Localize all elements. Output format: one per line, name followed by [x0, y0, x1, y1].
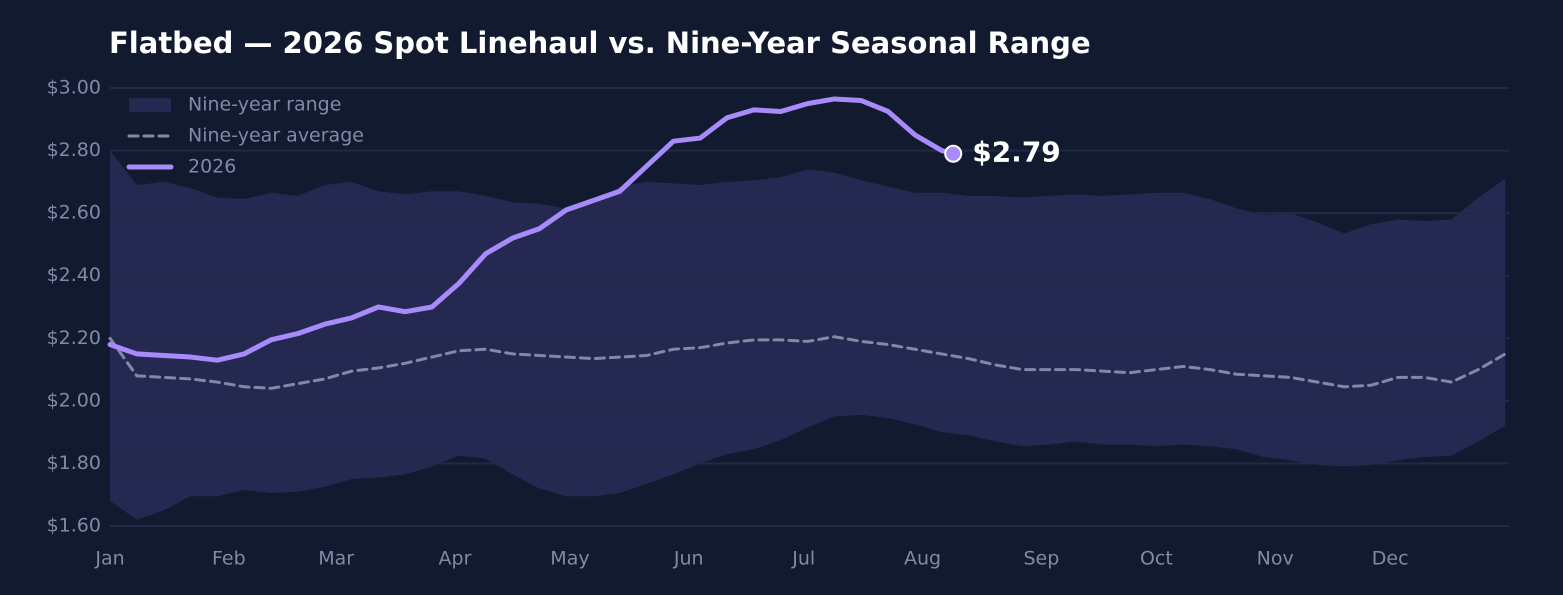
legend-swatch — [129, 98, 171, 112]
x-tick-label: Oct — [1140, 548, 1173, 570]
x-tick-label: Jul — [791, 548, 815, 570]
current-line — [107, 96, 956, 363]
x-tick-label: May — [550, 548, 589, 570]
y-tick-label: $1.80 — [47, 452, 101, 474]
y-tick-label: $1.60 — [47, 515, 101, 537]
y-tick-label: $2.40 — [47, 264, 101, 286]
chart-title: Flatbed — 2026 Spot Linehaul vs. Nine-Ye… — [109, 26, 1091, 60]
legend-label: Nine-year average — [188, 125, 364, 147]
y-tick-label: $2.60 — [47, 202, 101, 224]
x-tick-label: Sep — [1023, 548, 1059, 570]
x-tick-label: Dec — [1372, 548, 1409, 570]
x-tick-label: Mar — [318, 548, 354, 570]
y-tick-label: $2.00 — [47, 389, 101, 411]
legend-label: 2026 — [188, 156, 236, 178]
x-tick-label: Aug — [904, 548, 941, 570]
x-tick-label: Jan — [94, 548, 124, 570]
x-tick-label: Jun — [673, 548, 704, 570]
end-marker — [944, 144, 963, 163]
x-tick-label: Nov — [1257, 548, 1294, 570]
x-tick-label: Feb — [212, 548, 246, 570]
y-tick-label: $3.00 — [47, 77, 101, 99]
average-line — [108, 335, 1507, 390]
x-tick-label: Apr — [439, 548, 472, 570]
range-band — [110, 150, 1506, 520]
end-annotation: $2.79 — [972, 136, 1061, 169]
legend-label: Nine-year range — [188, 94, 341, 116]
y-tick-label: $2.80 — [47, 139, 101, 161]
y-tick-label: $2.20 — [47, 327, 101, 349]
